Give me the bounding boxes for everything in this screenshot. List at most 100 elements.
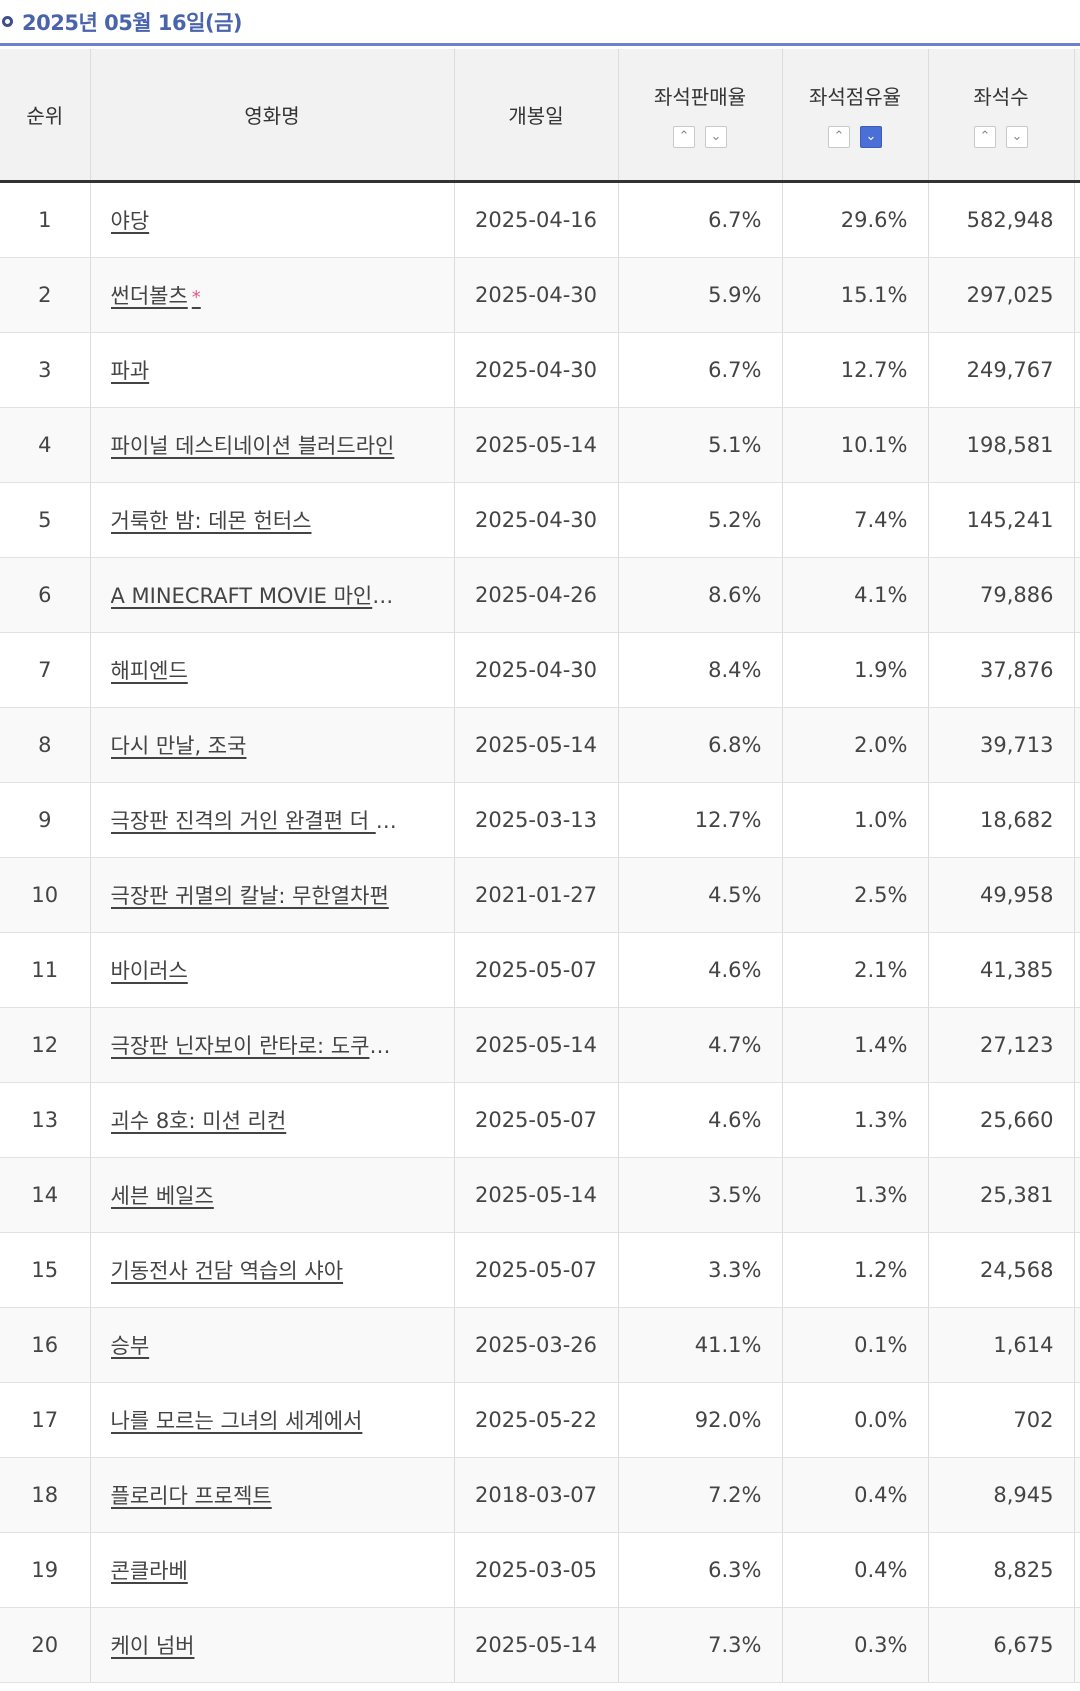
movie-title-link[interactable]: 썬더볼츠 * [111, 280, 403, 310]
star-mark: * [191, 287, 201, 308]
boxoffice-table: 순위 영화명 개봉일 좌석판매율 ⌃ ⌄ 좌석점유율 ⌃ ⌄ [0, 49, 1080, 1683]
table-row: 9 극장판 진격의 거인 완결편 더 라스… 2025-03-1312.7%1.0%… [0, 782, 1080, 858]
seats-cell: 18,682 [928, 782, 1075, 858]
seat-sales-cell: 8.6% [618, 557, 783, 633]
movie-title-link[interactable]: 극장판 진격의 거인 완결편 더 라스… [111, 805, 403, 835]
date-title: 2025년 05월 16일(금) [22, 10, 243, 35]
title-cell: 극장판 닌자보이 란타로: 도쿠타케… [90, 1007, 455, 1083]
seat-share-cell: 0.1% [782, 1307, 929, 1383]
open-date-cell: 2025-05-07 [454, 1232, 619, 1308]
seats-cell: 25,660 [928, 1082, 1075, 1158]
open-date-cell: 2025-05-07 [454, 932, 619, 1008]
table-row: 4 파이널 데스티네이션 블러드라인 2025-05-14 5.1% 10.1% 198,… [0, 407, 1080, 483]
rank-cell: 2 [0, 257, 91, 333]
movie-title: 극장판 귀멸의 칼날: 무한열차편 [110, 884, 389, 908]
extra-cell [1074, 782, 1080, 858]
seat-sales-cell: 5.1% [618, 407, 783, 483]
extra-cell [1074, 932, 1080, 1008]
chevron-down-icon[interactable]: ⌄ [705, 126, 727, 148]
open-date-cell: 2025-03-26 [454, 1307, 619, 1383]
movie-title-link[interactable]: 기동전사 건담 역습의 샤아 [111, 1255, 403, 1285]
seats-cell: 37,876 [928, 632, 1075, 708]
rank-cell: 9 [0, 782, 91, 858]
seat-share-cell: 2.1% [782, 932, 929, 1008]
extra-cell [1074, 181, 1080, 258]
seat-sales-cell: 7.2% [618, 1457, 783, 1533]
seat-share-cell: 0.0% [782, 1382, 929, 1458]
chevron-up-icon[interactable]: ⌃ [828, 126, 850, 148]
open-date-cell: 2025-05-22 [454, 1382, 619, 1458]
seat-sales-cell: 3.5% [618, 1157, 783, 1233]
column-header-open-date: 개봉일 [454, 49, 619, 183]
movie-title-link[interactable]: 해피엔드 [111, 655, 403, 685]
table-row: 11 바이러스 2025-05-07 4.6% 2.1% 41,385 [0, 932, 1080, 1008]
movie-title-link[interactable]: 극장판 귀멸의 칼날: 무한열차편 [111, 880, 403, 910]
movie-title-link[interactable]: 파과 [111, 355, 403, 385]
movie-title-link[interactable]: 다시 만날, 조국 [111, 730, 403, 760]
movie-title-link[interactable]: 케이 넘버 [111, 1630, 403, 1660]
movie-title: 케이 넘버 [110, 1634, 195, 1658]
movie-title-link[interactable]: A MINECRAFT MOVIE 마인크… [111, 580, 403, 610]
title-cell: 해피엔드 [90, 632, 455, 708]
seat-sales-cell: 92.0% [618, 1382, 783, 1458]
seat-share-cell: 0.3% [782, 1607, 929, 1683]
rank-cell: 20 [0, 1607, 91, 1683]
open-date-cell: 2025-04-30 [454, 482, 619, 558]
table-row: 6 A MINECRAFT MOVIE 마인크… 2025-04-26 8.6% 4.1… [0, 557, 1080, 633]
movie-title-link[interactable]: 괴수 8호: 미션 리컨 [111, 1105, 403, 1135]
extra-cell [1074, 557, 1080, 633]
rank-cell: 12 [0, 1007, 91, 1083]
extra-cell [1074, 482, 1080, 558]
movie-title: 다시 만날, 조국 [110, 734, 247, 758]
extra-cell [1074, 332, 1080, 408]
movie-title-link[interactable]: 파이널 데스티네이션 블러드라인 [111, 430, 403, 460]
open-date-cell: 2025-04-30 [454, 632, 619, 708]
chevron-down-icon[interactable]: ⌄ [1006, 126, 1028, 148]
movie-title-link[interactable]: 나를 모르는 그녀의 세계에서 [111, 1405, 403, 1435]
seat-sales-cell: 3.3% [618, 1232, 783, 1308]
extra-cell [1074, 1382, 1080, 1458]
seats-cell: 41,385 [928, 932, 1075, 1008]
seats-cell: 297,025 [928, 257, 1075, 333]
table-row: 2 썬더볼츠 * 2025-04-30 5.9% 15.1% 297,025 [0, 257, 1080, 333]
extra-cell [1074, 257, 1080, 333]
extra-cell [1074, 1607, 1080, 1683]
rank-cell: 7 [0, 632, 91, 708]
movie-title-link[interactable]: 야당 [111, 205, 403, 235]
title-cell: 콘클라베 [90, 1532, 455, 1608]
extra-cell [1074, 1307, 1080, 1383]
movie-title: 세븐 베일즈 [110, 1184, 214, 1208]
seat-share-cell: 1.9% [782, 632, 929, 708]
table-row: 7 해피엔드 2025-04-30 8.4% 1.9% 37,876 [0, 632, 1080, 708]
movie-title-link[interactable]: 거룩한 밤: 데몬 헌터스 [111, 505, 403, 535]
seats-cell: 8,945 [928, 1457, 1075, 1533]
seat-sales-cell: 4.6% [618, 1082, 783, 1158]
seats-cell: 145,241 [928, 482, 1075, 558]
open-date-cell: 2025-04-30 [454, 332, 619, 408]
extra-cell [1074, 407, 1080, 483]
movie-title-link[interactable]: 콘클라베 [111, 1555, 403, 1585]
movie-title-link[interactable]: 승부 [111, 1330, 403, 1360]
rank-cell: 17 [0, 1382, 91, 1458]
seat-share-cell: 0.4% [782, 1457, 929, 1533]
chevron-up-icon[interactable]: ⌃ [974, 126, 996, 148]
movie-title-link[interactable]: 세븐 베일즈 [111, 1180, 403, 1210]
table-header-row: 순위 영화명 개봉일 좌석판매율 ⌃ ⌄ 좌석점유율 ⌃ ⌄ [0, 49, 1080, 183]
movie-title-link[interactable]: 플로리다 프로젝트 [111, 1480, 403, 1510]
rank-cell: 11 [0, 932, 91, 1008]
rank-cell: 5 [0, 482, 91, 558]
movie-title-link[interactable]: 극장판 닌자보이 란타로: 도쿠타케… [111, 1030, 403, 1060]
movie-title-link[interactable]: 바이러스 [111, 955, 403, 985]
chevron-up-icon[interactable]: ⌃ [673, 126, 695, 148]
table-row: 5 거룩한 밤: 데몬 헌터스 2025-04-30 5.2% 7.4% 145,241 [0, 482, 1080, 558]
open-date-cell: 2025-05-14 [454, 1607, 619, 1683]
seat-share-cell: 1.2% [782, 1232, 929, 1308]
movie-title: 바이러스 [110, 959, 188, 983]
rank-cell: 15 [0, 1232, 91, 1308]
seats-cell: 198,581 [928, 407, 1075, 483]
extra-cell [1074, 1007, 1080, 1083]
extra-cell [1074, 632, 1080, 708]
chevron-down-icon[interactable]: ⌄ [860, 126, 882, 148]
boxoffice-table-container: 순위 영화명 개봉일 좌석판매율 ⌃ ⌄ 좌석점유율 ⌃ ⌄ [0, 49, 1080, 1683]
seat-share-cell: 7.4% [782, 482, 929, 558]
